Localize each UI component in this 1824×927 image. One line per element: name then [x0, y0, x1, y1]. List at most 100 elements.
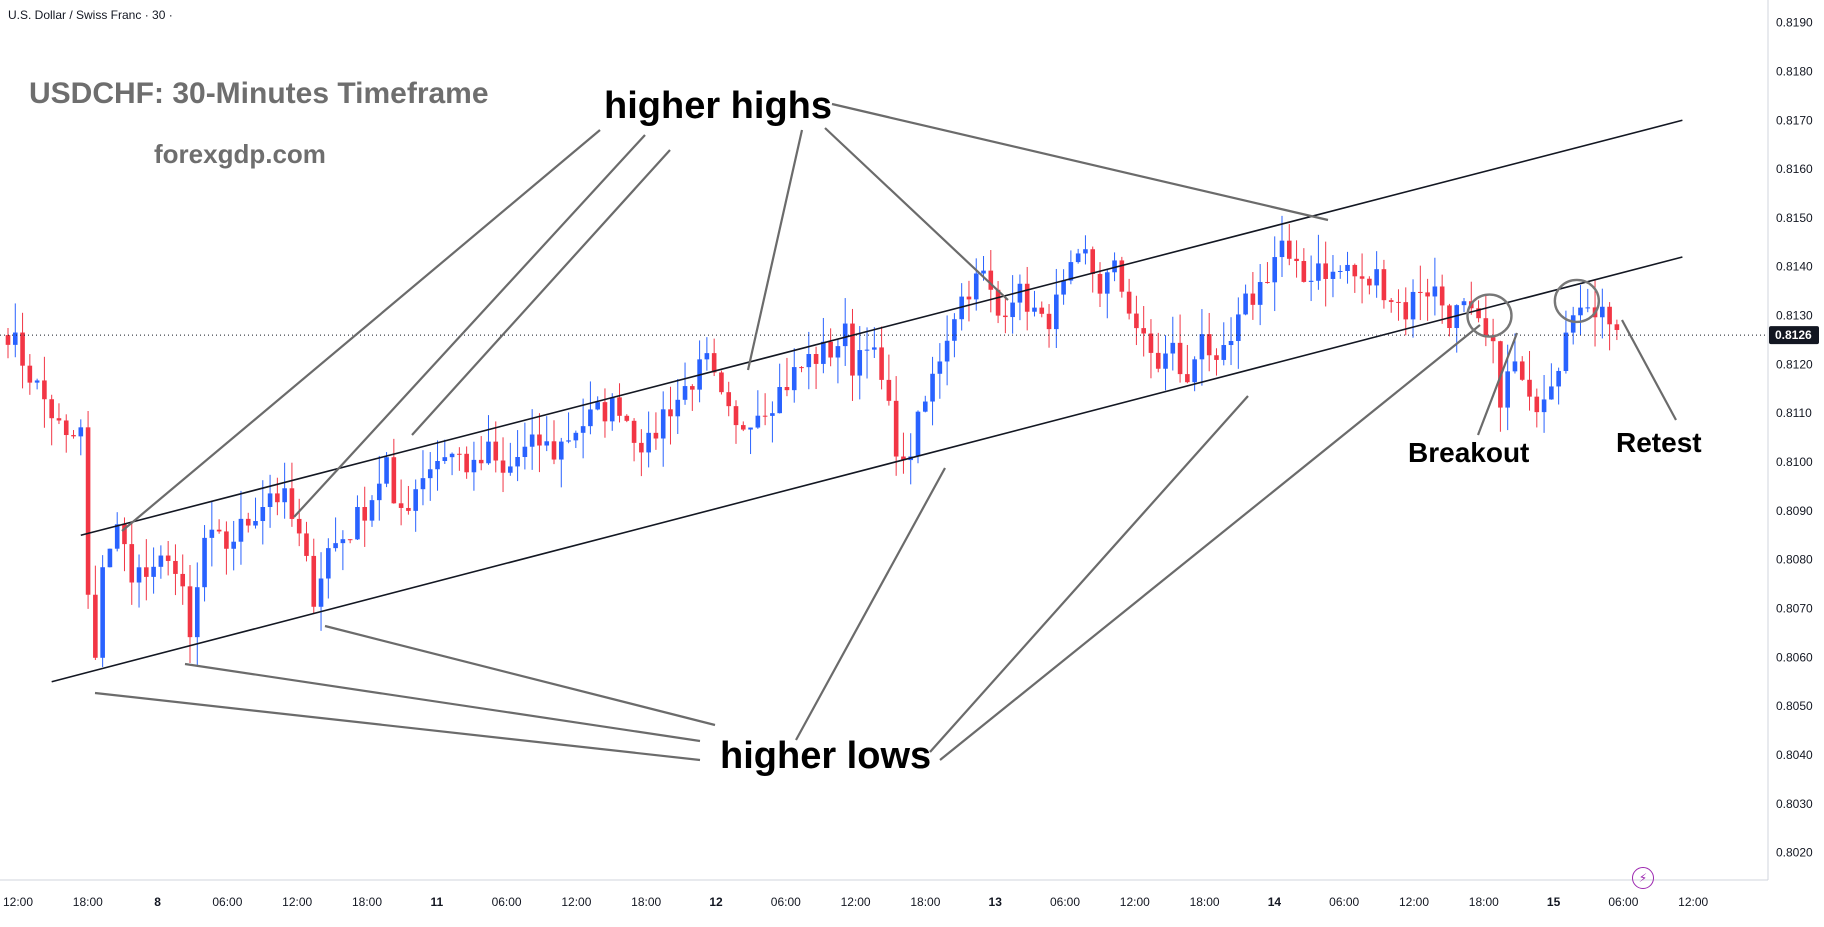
candle-body: [1381, 269, 1387, 301]
time-tick-label: 18:00: [1469, 895, 1499, 909]
candle-body: [595, 402, 600, 410]
candle-body: [1090, 249, 1096, 274]
annotation-pointer: [795, 467, 946, 741]
time-tick-label: 12:00: [841, 895, 871, 909]
annotation-pointer: [293, 134, 646, 518]
time-tick-label: 15: [1547, 895, 1561, 909]
candle-body: [1505, 371, 1510, 408]
candle-body: [1425, 292, 1430, 297]
candle-body: [609, 397, 615, 422]
time-tick-label: 06:00: [492, 895, 522, 909]
candle-body: [427, 469, 433, 479]
candle-body: [1126, 291, 1132, 314]
candle-body: [1010, 302, 1015, 318]
candle-body: [1228, 340, 1234, 346]
candle-body: [660, 409, 666, 439]
candle-body: [384, 457, 389, 484]
time-tick-label: 12:00: [1399, 895, 1429, 909]
candle-body: [1352, 264, 1358, 277]
candle-body: [1388, 300, 1394, 302]
candle-body: [1345, 264, 1350, 271]
time-tick-label: 8: [154, 895, 161, 909]
candle-body: [1403, 302, 1409, 320]
candle-body: [886, 379, 892, 401]
candle-body: [1600, 306, 1605, 318]
candle-body: [937, 361, 943, 374]
candle-body: [690, 386, 695, 390]
candle-body: [828, 341, 833, 358]
candle-body: [1119, 260, 1125, 292]
candle-body: [216, 529, 222, 532]
price-tick-label: 0.8090: [1776, 504, 1813, 518]
annotation-pointer: [746, 129, 804, 371]
annotation-circles: [1466, 278, 1601, 338]
candle-body: [726, 392, 732, 407]
price-tick-label: 0.8040: [1776, 748, 1813, 762]
candle-body: [20, 332, 25, 366]
price-tick-label: 0.8050: [1776, 699, 1813, 713]
candle-body: [1148, 333, 1154, 353]
candle-body: [1068, 262, 1074, 281]
candle-body: [1570, 315, 1576, 333]
price-tick-label: 0.8160: [1776, 162, 1813, 176]
candle-body: [1075, 253, 1081, 263]
candle-body: [704, 353, 710, 360]
candle-body: [355, 507, 360, 540]
candle-body: [1461, 301, 1467, 306]
candle-body: [114, 524, 120, 549]
candle-body: [952, 319, 957, 341]
channel-upper[interactable]: [80, 119, 1683, 537]
lightning-icon[interactable]: ⚡: [1632, 867, 1654, 889]
time-tick-label: 18:00: [1190, 895, 1220, 909]
annotation-pointer: [824, 127, 1009, 301]
price-tick-label: 0.8030: [1776, 797, 1813, 811]
candle-body: [1294, 258, 1299, 262]
candle-body: [1039, 307, 1045, 314]
candle-body: [1330, 271, 1336, 279]
candle-body: [762, 415, 768, 417]
candle-body: [253, 521, 258, 526]
candle-body: [42, 380, 47, 400]
candle-body: [180, 573, 186, 587]
candle-body: [63, 420, 69, 436]
candle-body: [631, 420, 637, 443]
candle-body: [289, 488, 295, 519]
candle-body: [791, 367, 797, 391]
candle-body: [1549, 386, 1554, 400]
candle-body: [165, 555, 171, 561]
channel-lower[interactable]: [51, 256, 1683, 683]
time-tick-label: 06:00: [1050, 895, 1080, 909]
candle-body: [653, 432, 659, 439]
candle-body: [231, 541, 236, 549]
candle-body: [1032, 307, 1037, 312]
candle-body: [413, 489, 418, 511]
symbol-title[interactable]: U.S. Dollar / Swiss Franc · 30 ·: [8, 8, 173, 22]
time-tick-label: 12:00: [3, 895, 33, 909]
candle-body: [391, 457, 397, 504]
candle-body: [486, 441, 491, 464]
annotation-pointer: [1621, 319, 1677, 421]
candle-body: [1607, 306, 1612, 325]
candle-body: [857, 350, 863, 376]
candle-body: [500, 460, 506, 473]
axes: [0, 0, 1769, 881]
time-tick-label: 12:00: [561, 895, 591, 909]
candle-body: [740, 425, 746, 430]
time-tick-label: 13: [989, 895, 1003, 909]
price-tick-label: 0.8130: [1776, 309, 1813, 323]
candle-body: [1257, 282, 1263, 305]
price-tick-label: 0.8020: [1776, 846, 1813, 860]
candle-body: [194, 587, 200, 638]
candle-body: [573, 432, 579, 441]
candle-body: [100, 567, 105, 658]
candle-body: [784, 387, 790, 391]
time-tick-label: 14: [1268, 895, 1282, 909]
candle-body: [1272, 257, 1278, 283]
candle-body: [1017, 283, 1023, 303]
circle-breakout: [1466, 293, 1513, 338]
candle-body: [340, 539, 346, 544]
price-tick-label: 0.8100: [1776, 455, 1813, 469]
candle-body: [376, 483, 382, 501]
